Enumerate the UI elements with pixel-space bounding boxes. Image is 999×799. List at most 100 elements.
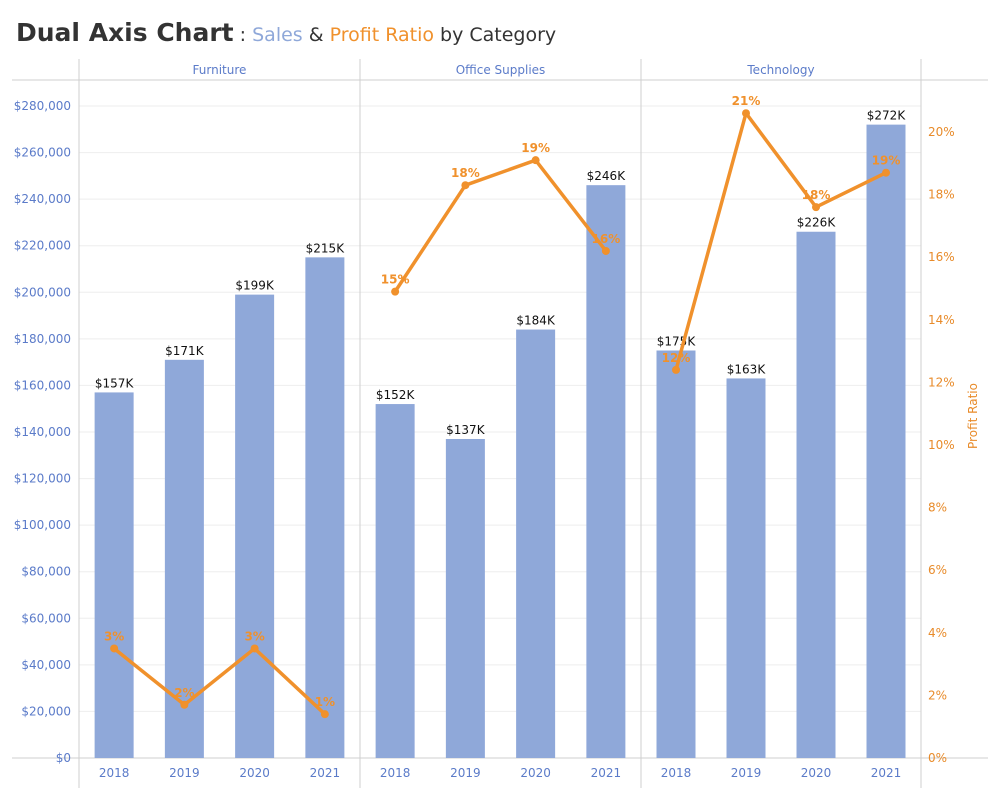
title-separator: : — [233, 24, 253, 46]
year-tick-label: 2020 — [801, 766, 832, 780]
right-axis-tick-label: 16% — [928, 250, 955, 264]
sales-bar — [164, 359, 204, 758]
profit-ratio-label: 12% — [662, 351, 691, 365]
right-axis-tick-label: 18% — [928, 188, 955, 202]
year-tick-label: 2020 — [520, 766, 551, 780]
year-tick-label: 2018 — [380, 766, 411, 780]
profit-ratio-label: 19% — [521, 141, 550, 155]
profit-ratio-label: 15% — [381, 273, 410, 287]
sales-label: $175K — [657, 335, 697, 349]
sales-bar — [516, 329, 556, 758]
right-axis-tick-label: 4% — [928, 626, 947, 640]
left-axis-tick-label: $220,000 — [14, 239, 71, 253]
profit-ratio-point — [672, 365, 680, 374]
sales-label: $152K — [376, 388, 416, 402]
sales-label: $246K — [587, 169, 627, 183]
title-sales-word: Sales — [252, 24, 303, 46]
left-axis-tick-label: $200,000 — [14, 285, 71, 299]
left-axis-tick-label: $0 — [56, 751, 71, 765]
sales-label: $163K — [727, 362, 767, 376]
profit-ratio-point — [601, 246, 610, 255]
sales-bar — [726, 378, 766, 758]
year-tick-label: 2019 — [450, 766, 481, 780]
sales-bar — [305, 257, 345, 758]
profit-ratio-label: 18% — [802, 188, 831, 202]
chart-title: Dual Axis Chart : Sales & Profit Ratio b… — [16, 18, 556, 47]
profit-ratio-label: 2% — [174, 686, 194, 700]
profit-ratio-label: 21% — [732, 94, 761, 108]
left-axis-tick-label: $40,000 — [21, 658, 71, 672]
sales-bar — [656, 350, 696, 758]
sales-bar — [375, 404, 415, 758]
profit-ratio-line — [113, 646, 327, 716]
profit-ratio-point — [812, 203, 820, 212]
profit-ratio-label: 19% — [872, 154, 901, 168]
left-axis-tick-label: $120,000 — [14, 472, 71, 486]
right-axis-tick-label: 20% — [928, 125, 955, 139]
sales-bar — [586, 185, 626, 758]
left-axis-tick-label: $240,000 — [14, 192, 71, 206]
sales-bar — [866, 124, 906, 759]
left-axis-tick-label: $280,000 — [14, 99, 71, 113]
year-tick-label: 2021 — [871, 766, 902, 780]
sales-label: $137K — [446, 423, 486, 437]
left-axis-tick-label: $100,000 — [14, 518, 71, 532]
profit-ratio-point — [742, 109, 750, 118]
profit-ratio-point — [531, 156, 540, 165]
title-main: Dual Axis Chart — [16, 18, 234, 47]
year-tick-label: 2021 — [310, 766, 341, 780]
sales-label: $184K — [516, 314, 556, 328]
profit-ratio-point — [180, 700, 189, 709]
sales-bar — [94, 392, 134, 758]
category-header: Furniture — [193, 63, 247, 77]
left-axis-tick-label: $80,000 — [21, 565, 71, 579]
year-tick-label: 2018 — [99, 766, 130, 780]
right-axis-tick-label: 6% — [928, 563, 947, 577]
profit-ratio-label: 1% — [315, 695, 335, 709]
left-axis-tick-label: $180,000 — [14, 332, 71, 346]
profit-ratio-line — [393, 158, 608, 293]
year-tick-label: 2019 — [169, 766, 200, 780]
sales-label: $272K — [867, 109, 907, 123]
right-axis-title: Profit Ratio — [966, 383, 980, 449]
profit-ratio-line — [674, 111, 887, 371]
profit-ratio-point — [320, 710, 329, 719]
year-tick-label: 2019 — [731, 766, 762, 780]
right-axis-tick-label: 14% — [928, 313, 955, 327]
profit-ratio-label: 3% — [244, 629, 264, 643]
profit-ratio-point — [110, 644, 119, 653]
sales-label: $226K — [797, 216, 837, 230]
profit-ratio-label: 18% — [451, 166, 480, 180]
left-axis-tick-label: $20,000 — [21, 704, 71, 718]
profit-ratio-label: 16% — [592, 232, 621, 246]
right-axis-tick-label: 10% — [928, 438, 955, 452]
left-axis-tick-label: $160,000 — [14, 378, 71, 392]
sales-label: $157K — [95, 376, 135, 390]
profit-ratio-point — [391, 287, 400, 296]
sales-bar — [445, 438, 485, 758]
year-tick-label: 2020 — [239, 766, 270, 780]
sales-bar — [235, 294, 275, 758]
category-header: Office Supplies — [456, 63, 546, 77]
profit-ratio-point — [882, 168, 890, 177]
right-axis-tick-label: 8% — [928, 501, 947, 515]
year-tick-label: 2021 — [591, 766, 622, 780]
right-axis-tick-label: 12% — [928, 375, 955, 389]
category-header: Technology — [746, 63, 814, 77]
sales-bar — [796, 231, 836, 758]
title-suffix: by Category — [433, 24, 557, 46]
profit-ratio-label: 3% — [104, 629, 124, 643]
left-axis-tick-label: $140,000 — [14, 425, 71, 439]
sales-label: $199K — [235, 279, 275, 293]
year-tick-label: 2018 — [661, 766, 692, 780]
right-axis-tick-label: 2% — [928, 688, 947, 702]
title-amp: & — [302, 24, 330, 46]
sales-label: $171K — [165, 344, 205, 358]
left-axis-tick-label: $260,000 — [14, 146, 71, 160]
title-profit-word: Profit Ratio — [329, 24, 434, 46]
right-axis-tick-label: 0% — [928, 751, 947, 765]
profit-ratio-point — [250, 644, 259, 653]
sales-label: $215K — [306, 241, 346, 255]
left-axis-tick-label: $60,000 — [21, 611, 71, 625]
